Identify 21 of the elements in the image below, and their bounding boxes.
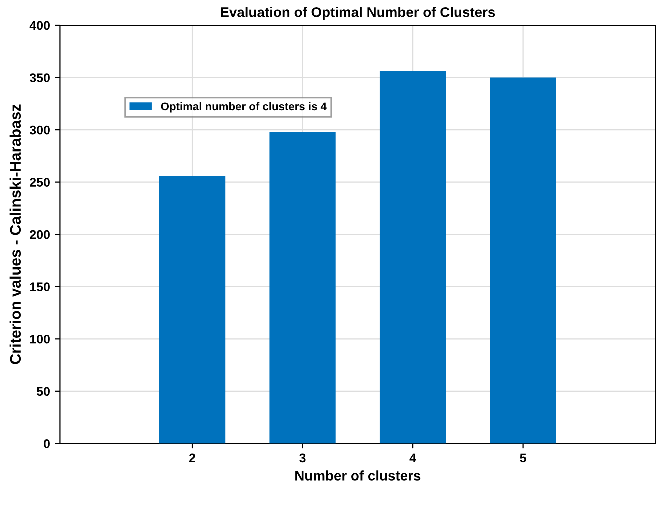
x-tick-label: 4 — [410, 454, 416, 462]
bar — [159, 176, 226, 444]
bar — [270, 132, 336, 444]
bar — [490, 78, 556, 444]
x-tick-label: 3 — [300, 454, 306, 463]
y-tick-label: 150 — [30, 282, 50, 292]
y-tick-label: 250 — [30, 178, 50, 187]
bar — [380, 72, 446, 444]
y-tick-label: 300 — [30, 126, 50, 135]
x-tick-label: 2 — [189, 454, 196, 462]
y-tick-label: 50 — [36, 387, 50, 396]
y-axis-title: Criterion values - Calinski-Harabasz — [10, 104, 22, 364]
y-tick-label: 0 — [44, 440, 50, 448]
y-tick-label: 100 — [30, 334, 50, 344]
y-tick-label: 200 — [30, 230, 50, 240]
chart-title: Evaluation of Optimal Number of Clusters — [221, 7, 496, 20]
x-axis-title: Number of clusters — [296, 470, 421, 481]
x-tick-label: 5 — [520, 454, 526, 463]
legend-label: Optimal number of clusters is 4 — [161, 102, 327, 113]
y-tick-label: 400 — [30, 21, 50, 30]
y-tick-label: 350 — [30, 74, 50, 82]
